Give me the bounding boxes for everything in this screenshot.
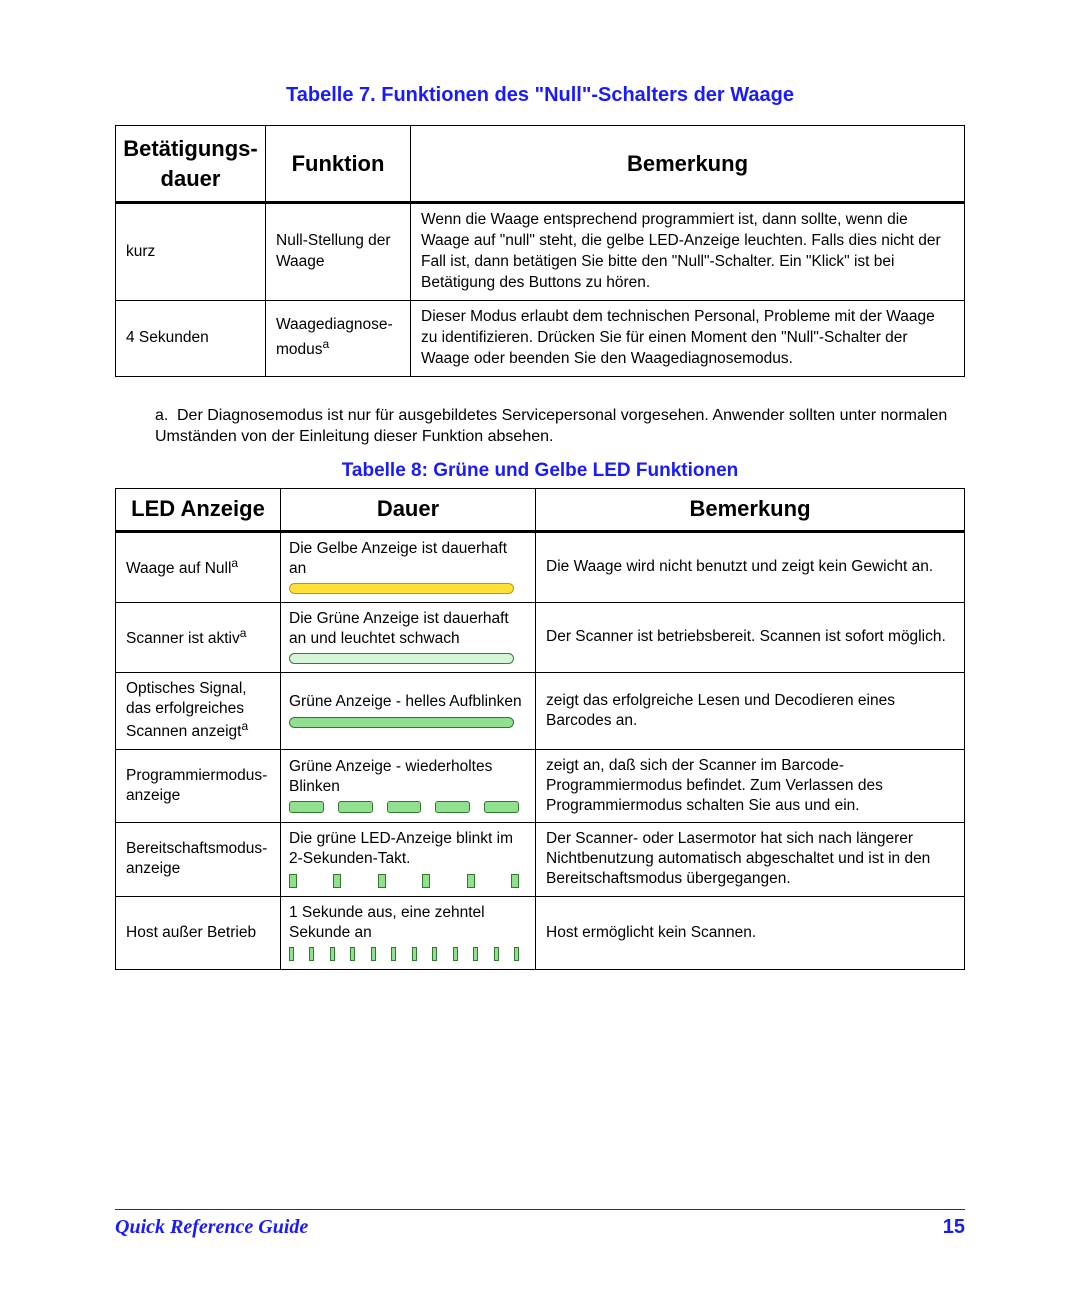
led-tick bbox=[422, 874, 430, 888]
t8-h-dauer: Dauer bbox=[281, 489, 536, 532]
cell-text: Grüne Anzeige - wiederholtes Blinken bbox=[289, 758, 492, 795]
led-bar-yellow bbox=[289, 583, 514, 594]
t8-r5-anzeige: Host außer Betrieb bbox=[116, 896, 281, 969]
table-row: kurz Null-Stellung der Waage Wenn die Wa… bbox=[116, 203, 965, 301]
led-segment bbox=[338, 801, 373, 813]
led-segment bbox=[435, 801, 470, 813]
table7-footnote: a.Der Diagnosemodus ist nur für ausgebil… bbox=[155, 405, 965, 448]
led-tick bbox=[412, 947, 417, 961]
t7-r1-dauer: 4 Sekunden bbox=[116, 301, 266, 377]
led-tick bbox=[289, 947, 294, 961]
led-tick bbox=[309, 947, 314, 961]
cell-text: Scanner ist aktiv bbox=[126, 630, 240, 647]
t8-r2-dauer: Grüne Anzeige - helles Aufblinken bbox=[281, 673, 536, 750]
t7-r1-bemerkung: Dieser Modus erlaubt dem technischen Per… bbox=[411, 301, 965, 377]
t8-r2-bemerkung: zeigt das erfolgreiche Lesen und Decodie… bbox=[536, 673, 965, 750]
footnote-ref: a bbox=[240, 626, 247, 640]
led-bar-green-bright bbox=[289, 717, 514, 728]
led-ticks bbox=[289, 874, 519, 888]
t8-h-bemerkung: Bemerkung bbox=[536, 489, 965, 532]
table-row: Host außer Betrieb 1 Sekunde aus, eine z… bbox=[116, 896, 965, 969]
t8-r3-bemerkung: zeigt an, daß sich der Scanner im Barcod… bbox=[536, 749, 965, 822]
table8-title: Tabelle 8: Grüne und Gelbe LED Funktione… bbox=[115, 460, 965, 482]
led-tick bbox=[432, 947, 437, 961]
footer-left: Quick Reference Guide bbox=[115, 1216, 308, 1239]
led-tick bbox=[391, 947, 396, 961]
t8-r2-anzeige: Optisches Signal, das erfolgreiches Scan… bbox=[116, 673, 281, 750]
table7: Betätigungs-dauer Funktion Bemerkung kur… bbox=[115, 125, 965, 377]
led-tick bbox=[333, 874, 341, 888]
led-tick bbox=[473, 947, 478, 961]
footnote-label: a. bbox=[155, 405, 177, 427]
cell-text: Die grüne LED-Anzeige blinkt im 2-Sekund… bbox=[289, 830, 513, 867]
footnote-text: Der Diagnosemodus ist nur für ausgebilde… bbox=[155, 407, 947, 446]
table-row: Optisches Signal, das erfolgreiches Scan… bbox=[116, 673, 965, 750]
footer-rule bbox=[115, 1209, 965, 1210]
t7-r0-dauer: kurz bbox=[116, 203, 266, 301]
table8-header-row: LED Anzeige Dauer Bemerkung bbox=[116, 489, 965, 532]
t8-r0-bemerkung: Die Waage wird nicht benutzt und zeigt k… bbox=[536, 531, 965, 602]
footnote-ref: a bbox=[323, 337, 330, 351]
led-tick bbox=[453, 947, 458, 961]
led-segment bbox=[387, 801, 422, 813]
t8-r0-anzeige: Waage auf Nulla bbox=[116, 531, 281, 602]
led-tick bbox=[350, 947, 355, 961]
cell-text: 1 Sekunde aus, eine zehntel Sekunde an bbox=[289, 904, 485, 941]
t7-h-dauer: Betätigungs-dauer bbox=[116, 126, 266, 203]
cell-text: Die Grüne Anzeige ist dauerhaft an und l… bbox=[289, 610, 509, 647]
led-tick bbox=[371, 947, 376, 961]
footnote-ref: a bbox=[231, 556, 238, 570]
t8-r1-bemerkung: Der Scanner ist betriebsbereit. Scannen … bbox=[536, 602, 965, 672]
table8: LED Anzeige Dauer Bemerkung Waage auf Nu… bbox=[115, 488, 965, 970]
led-segments bbox=[289, 801, 519, 813]
cell-text: Grüne Anzeige - helles Aufblinken bbox=[289, 693, 522, 710]
cell-text: Waage auf Null bbox=[126, 560, 231, 577]
t8-r4-dauer: Die grüne LED-Anzeige blinkt im 2-Sekund… bbox=[281, 823, 536, 896]
cell-text: Die Gelbe Anzeige ist dauerhaft an bbox=[289, 540, 507, 577]
led-tick bbox=[289, 874, 297, 888]
t8-r4-anzeige: Bereitschaftsmodus-anzeige bbox=[116, 823, 281, 896]
led-tick bbox=[378, 874, 386, 888]
led-tick bbox=[467, 874, 475, 888]
t8-h-anzeige: LED Anzeige bbox=[116, 489, 281, 532]
t7-h-funktion: Funktion bbox=[266, 126, 411, 203]
t8-r1-dauer: Die Grüne Anzeige ist dauerhaft an und l… bbox=[281, 602, 536, 672]
led-tick bbox=[511, 874, 519, 888]
page-number: 15 bbox=[943, 1216, 965, 1239]
footer: Quick Reference Guide 15 bbox=[115, 1209, 965, 1239]
cell-text: Optisches Signal, das erfolgreiches Scan… bbox=[126, 680, 247, 740]
table-row: 4 Sekunden Waagediagnose-modusa Dieser M… bbox=[116, 301, 965, 377]
table-row: Programmiermodus-anzeige Grüne Anzeige -… bbox=[116, 749, 965, 822]
t8-r3-dauer: Grüne Anzeige - wiederholtes Blinken bbox=[281, 749, 536, 822]
led-bar-green-dim bbox=[289, 653, 514, 664]
page: Tabelle 7. Funktionen des "Null"-Schalte… bbox=[0, 0, 1080, 1311]
t8-r5-bemerkung: Host ermöglicht kein Scannen. bbox=[536, 896, 965, 969]
table-row: Bereitschaftsmodus-anzeige Die grüne LED… bbox=[116, 823, 965, 896]
t8-r4-bemerkung: Der Scanner- oder Lasermotor hat sich na… bbox=[536, 823, 965, 896]
t7-r0-funktion: Null-Stellung der Waage bbox=[266, 203, 411, 301]
led-tick bbox=[514, 947, 519, 961]
t8-r1-anzeige: Scanner ist aktiva bbox=[116, 602, 281, 672]
led-tick bbox=[330, 947, 335, 961]
footnote-ref: a bbox=[241, 719, 248, 733]
table7-title: Tabelle 7. Funktionen des "Null"-Schalte… bbox=[115, 84, 965, 107]
t7-r0-bemerkung: Wenn die Waage entsprechend programmiert… bbox=[411, 203, 965, 301]
t8-r0-dauer: Die Gelbe Anzeige ist dauerhaft an bbox=[281, 531, 536, 602]
led-tick bbox=[494, 947, 499, 961]
led-segment bbox=[484, 801, 519, 813]
t8-r5-dauer: 1 Sekunde aus, eine zehntel Sekunde an bbox=[281, 896, 536, 969]
led-ticks-narrow bbox=[289, 947, 519, 961]
t7-h-bemerkung: Bemerkung bbox=[411, 126, 965, 203]
t7-r1-funktion: Waagediagnose-modusa bbox=[266, 301, 411, 377]
t8-r3-anzeige: Programmiermodus-anzeige bbox=[116, 749, 281, 822]
led-segment bbox=[289, 801, 324, 813]
table-row: Scanner ist aktiva Die Grüne Anzeige ist… bbox=[116, 602, 965, 672]
table7-header-row: Betätigungs-dauer Funktion Bemerkung bbox=[116, 126, 965, 203]
table-row: Waage auf Nulla Die Gelbe Anzeige ist da… bbox=[116, 531, 965, 602]
